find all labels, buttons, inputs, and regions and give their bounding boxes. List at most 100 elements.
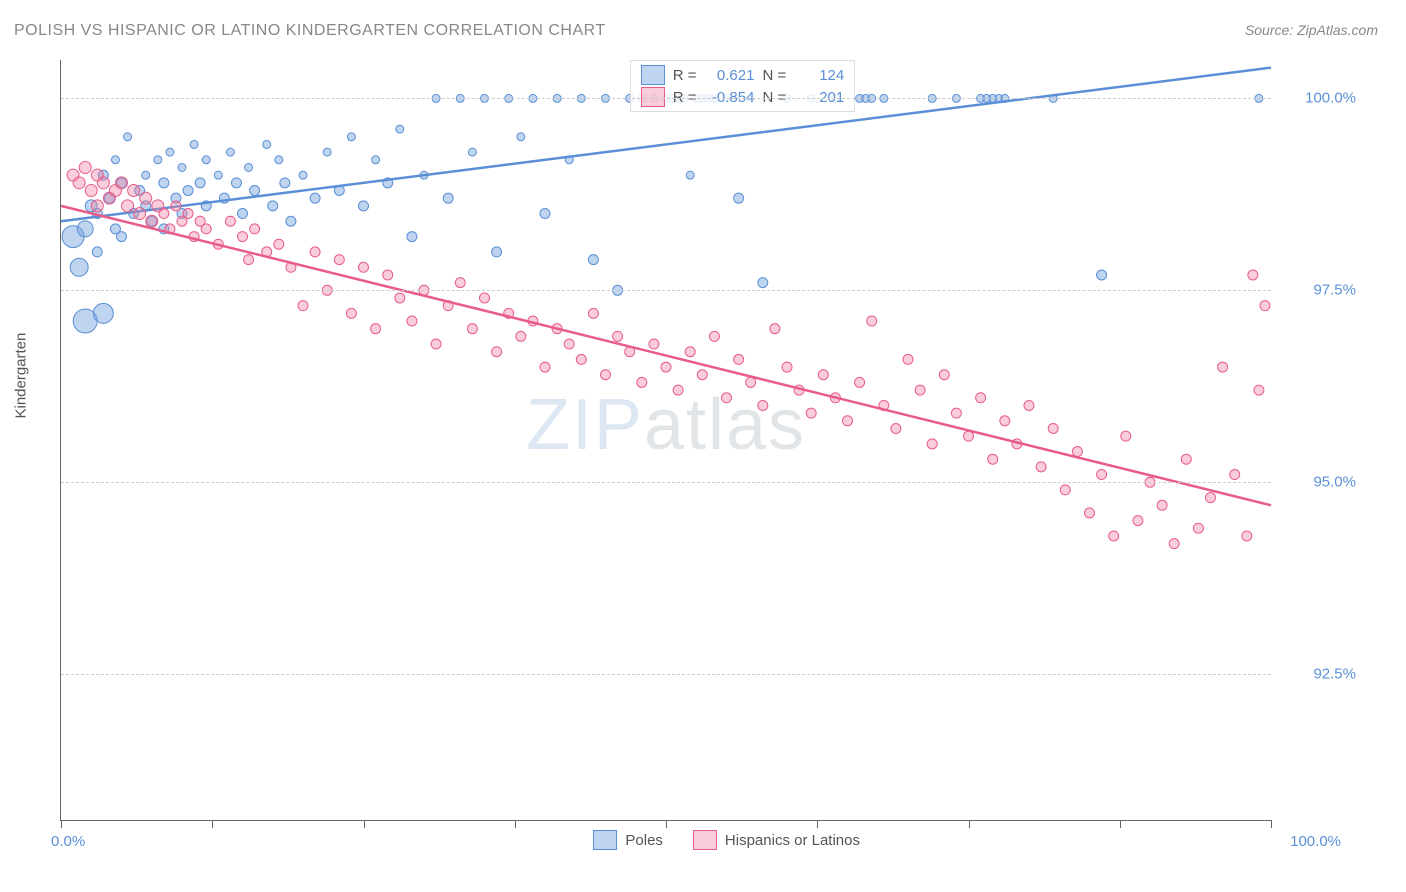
- data-point: [280, 178, 290, 188]
- data-point: [310, 247, 320, 257]
- data-point: [1000, 416, 1010, 426]
- data-point: [263, 140, 271, 148]
- legend-swatch: [641, 87, 665, 107]
- data-point: [915, 385, 925, 395]
- data-point: [77, 221, 93, 237]
- data-point: [201, 224, 211, 234]
- data-point: [146, 215, 158, 227]
- data-point: [298, 301, 308, 311]
- data-point: [85, 185, 97, 197]
- data-point: [988, 454, 998, 464]
- r-value: 0.621: [704, 67, 754, 84]
- data-point: [238, 209, 248, 219]
- r-label: R =: [673, 89, 697, 106]
- data-point: [1060, 485, 1070, 495]
- data-point: [492, 247, 502, 257]
- data-point: [383, 270, 393, 280]
- y-tick-label: 95.0%: [1313, 474, 1356, 491]
- data-point: [299, 171, 307, 179]
- legend-row: R = -0.854 N = 201: [641, 87, 845, 107]
- x-tick: [666, 820, 667, 828]
- data-point: [159, 178, 169, 188]
- data-point: [1097, 470, 1107, 480]
- gridline: [61, 290, 1271, 291]
- data-point: [225, 216, 235, 226]
- data-point: [855, 377, 865, 387]
- data-point: [359, 201, 369, 211]
- x-tick: [1120, 820, 1121, 828]
- data-point: [1072, 447, 1082, 457]
- y-axis-title: Kindergarten: [13, 333, 30, 419]
- legend-row: R =0.621N =124: [641, 65, 845, 85]
- data-point: [407, 232, 417, 242]
- data-point: [576, 354, 586, 364]
- data-point: [516, 331, 526, 341]
- series-legend: Poles Hispanics or Latinos: [593, 830, 860, 850]
- data-point: [202, 156, 210, 164]
- data-point: [128, 185, 140, 197]
- data-point: [140, 192, 152, 204]
- legend-label: Poles: [625, 832, 663, 849]
- data-point: [843, 416, 853, 426]
- data-point: [268, 201, 278, 211]
- data-point: [346, 308, 356, 318]
- data-point: [1121, 431, 1131, 441]
- data-point: [1157, 500, 1167, 510]
- y-tick-label: 97.5%: [1313, 282, 1356, 299]
- data-point: [245, 163, 253, 171]
- data-point: [649, 339, 659, 349]
- data-point: [183, 209, 193, 219]
- data-point: [1097, 270, 1107, 280]
- data-point: [1254, 385, 1264, 395]
- data-point: [334, 255, 344, 265]
- data-point: [588, 308, 598, 318]
- data-point: [951, 408, 961, 418]
- data-point: [195, 178, 205, 188]
- n-label: N =: [762, 67, 786, 84]
- data-point: [250, 224, 260, 234]
- data-point: [166, 148, 174, 156]
- n-label: N =: [762, 89, 786, 106]
- data-point: [1260, 301, 1270, 311]
- data-point: [806, 408, 816, 418]
- data-point: [124, 133, 132, 141]
- data-point: [1048, 423, 1058, 433]
- data-point: [734, 354, 744, 364]
- data-point: [758, 400, 768, 410]
- data-point: [1181, 454, 1191, 464]
- data-point: [637, 377, 647, 387]
- data-point: [540, 362, 550, 372]
- data-point: [91, 200, 103, 212]
- data-point: [97, 177, 109, 189]
- data-point: [190, 140, 198, 148]
- data-point: [93, 303, 113, 323]
- gridline: [61, 98, 1271, 99]
- data-point: [673, 385, 683, 395]
- data-point: [347, 133, 355, 141]
- data-point: [395, 293, 405, 303]
- data-point: [1036, 462, 1046, 472]
- legend-label: Hispanics or Latinos: [725, 832, 860, 849]
- data-point: [154, 156, 162, 164]
- n-value: 201: [794, 89, 844, 106]
- r-value: -0.854: [704, 89, 754, 106]
- data-point: [686, 171, 694, 179]
- data-point: [685, 347, 695, 357]
- data-point: [927, 439, 937, 449]
- legend-item: Poles: [593, 830, 663, 850]
- data-point: [250, 186, 260, 196]
- data-point: [1218, 362, 1228, 372]
- x-tick: [1271, 820, 1272, 828]
- data-point: [142, 171, 150, 179]
- data-point: [178, 163, 186, 171]
- data-point: [134, 208, 146, 220]
- data-point: [122, 200, 134, 212]
- data-point: [939, 370, 949, 380]
- data-point: [1085, 508, 1095, 518]
- x-tick: [61, 820, 62, 828]
- data-point: [214, 171, 222, 179]
- legend-swatch: [593, 830, 617, 850]
- data-point: [964, 431, 974, 441]
- data-point: [371, 324, 381, 334]
- data-point: [1169, 539, 1179, 549]
